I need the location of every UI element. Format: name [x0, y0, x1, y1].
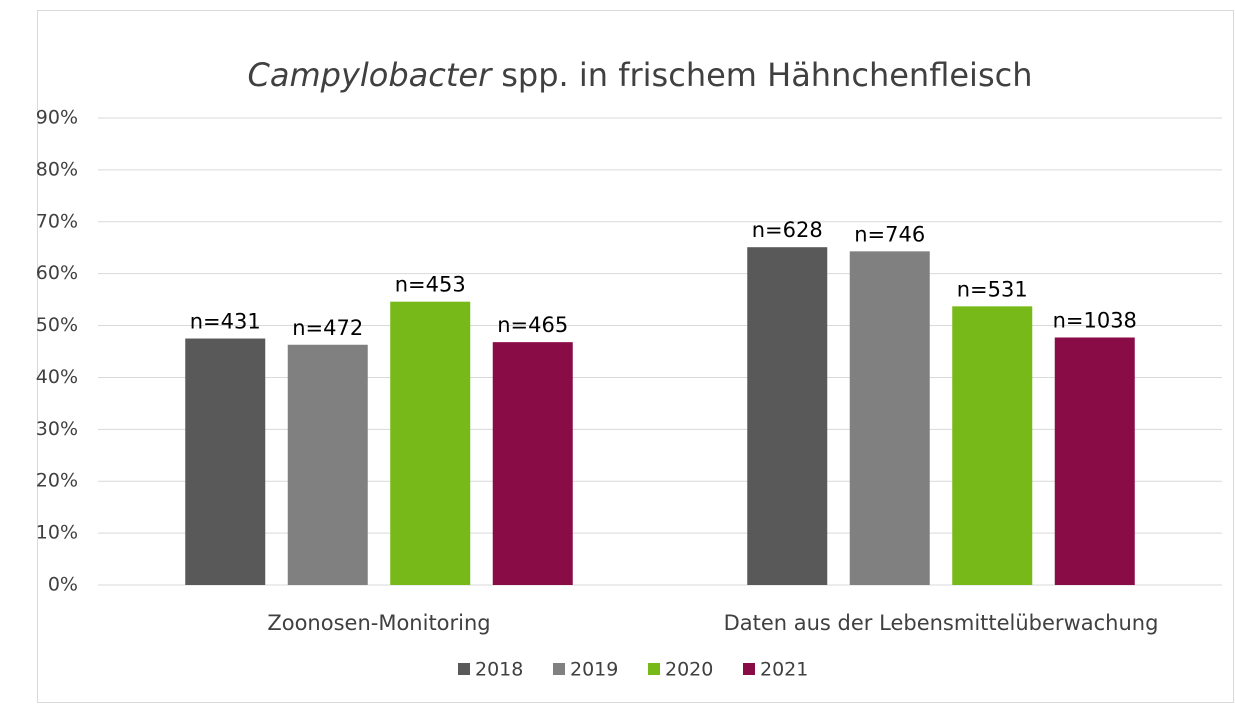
legend-label: 2019 — [570, 659, 618, 681]
title-italic: Campylobacter — [248, 56, 494, 94]
bar — [952, 306, 1033, 585]
bar — [287, 344, 368, 585]
y-tick-label: 90% — [36, 107, 78, 129]
bar — [747, 247, 828, 585]
bar — [1054, 337, 1135, 585]
bar — [849, 251, 930, 586]
y-tick-label: 30% — [36, 418, 78, 440]
data-label: n=1038 — [1053, 308, 1137, 332]
data-label: n=472 — [292, 316, 363, 340]
legend-label: 2020 — [665, 659, 713, 681]
y-tick-label: 10% — [36, 522, 78, 544]
y-tick-label: 40% — [36, 366, 78, 388]
y-tick-label: 60% — [36, 262, 78, 284]
legend-swatch — [648, 663, 660, 675]
bar — [185, 338, 266, 585]
legend-swatch — [553, 663, 565, 675]
x-tick-label: Daten aus der Lebensmittelüberwachung — [724, 611, 1159, 635]
y-tick-label: 50% — [36, 314, 78, 336]
data-label: n=531 — [957, 277, 1028, 301]
y-tick-label: 20% — [36, 470, 78, 492]
legend-swatch — [458, 663, 470, 675]
data-label: n=431 — [190, 310, 261, 334]
data-label: n=453 — [395, 273, 466, 297]
legend-swatch — [743, 663, 755, 675]
legend-label: 2018 — [475, 659, 523, 681]
x-tick-label: Zoonosen-Monitoring — [267, 611, 490, 635]
data-label: n=628 — [752, 218, 823, 242]
chart-title: Campylobacter spp. in frischem Hähnchenfl… — [248, 56, 1033, 94]
bar — [492, 342, 573, 585]
y-tick-label: 80% — [36, 158, 78, 180]
y-tick-label: 0% — [48, 574, 78, 596]
data-label: n=465 — [497, 313, 568, 337]
title-rest: spp. in frischem Hähnchenfleisch — [501, 56, 1032, 94]
y-tick-label: 70% — [36, 210, 78, 232]
bar — [390, 301, 471, 585]
legend-label: 2021 — [760, 659, 808, 681]
data-label: n=746 — [854, 222, 925, 246]
